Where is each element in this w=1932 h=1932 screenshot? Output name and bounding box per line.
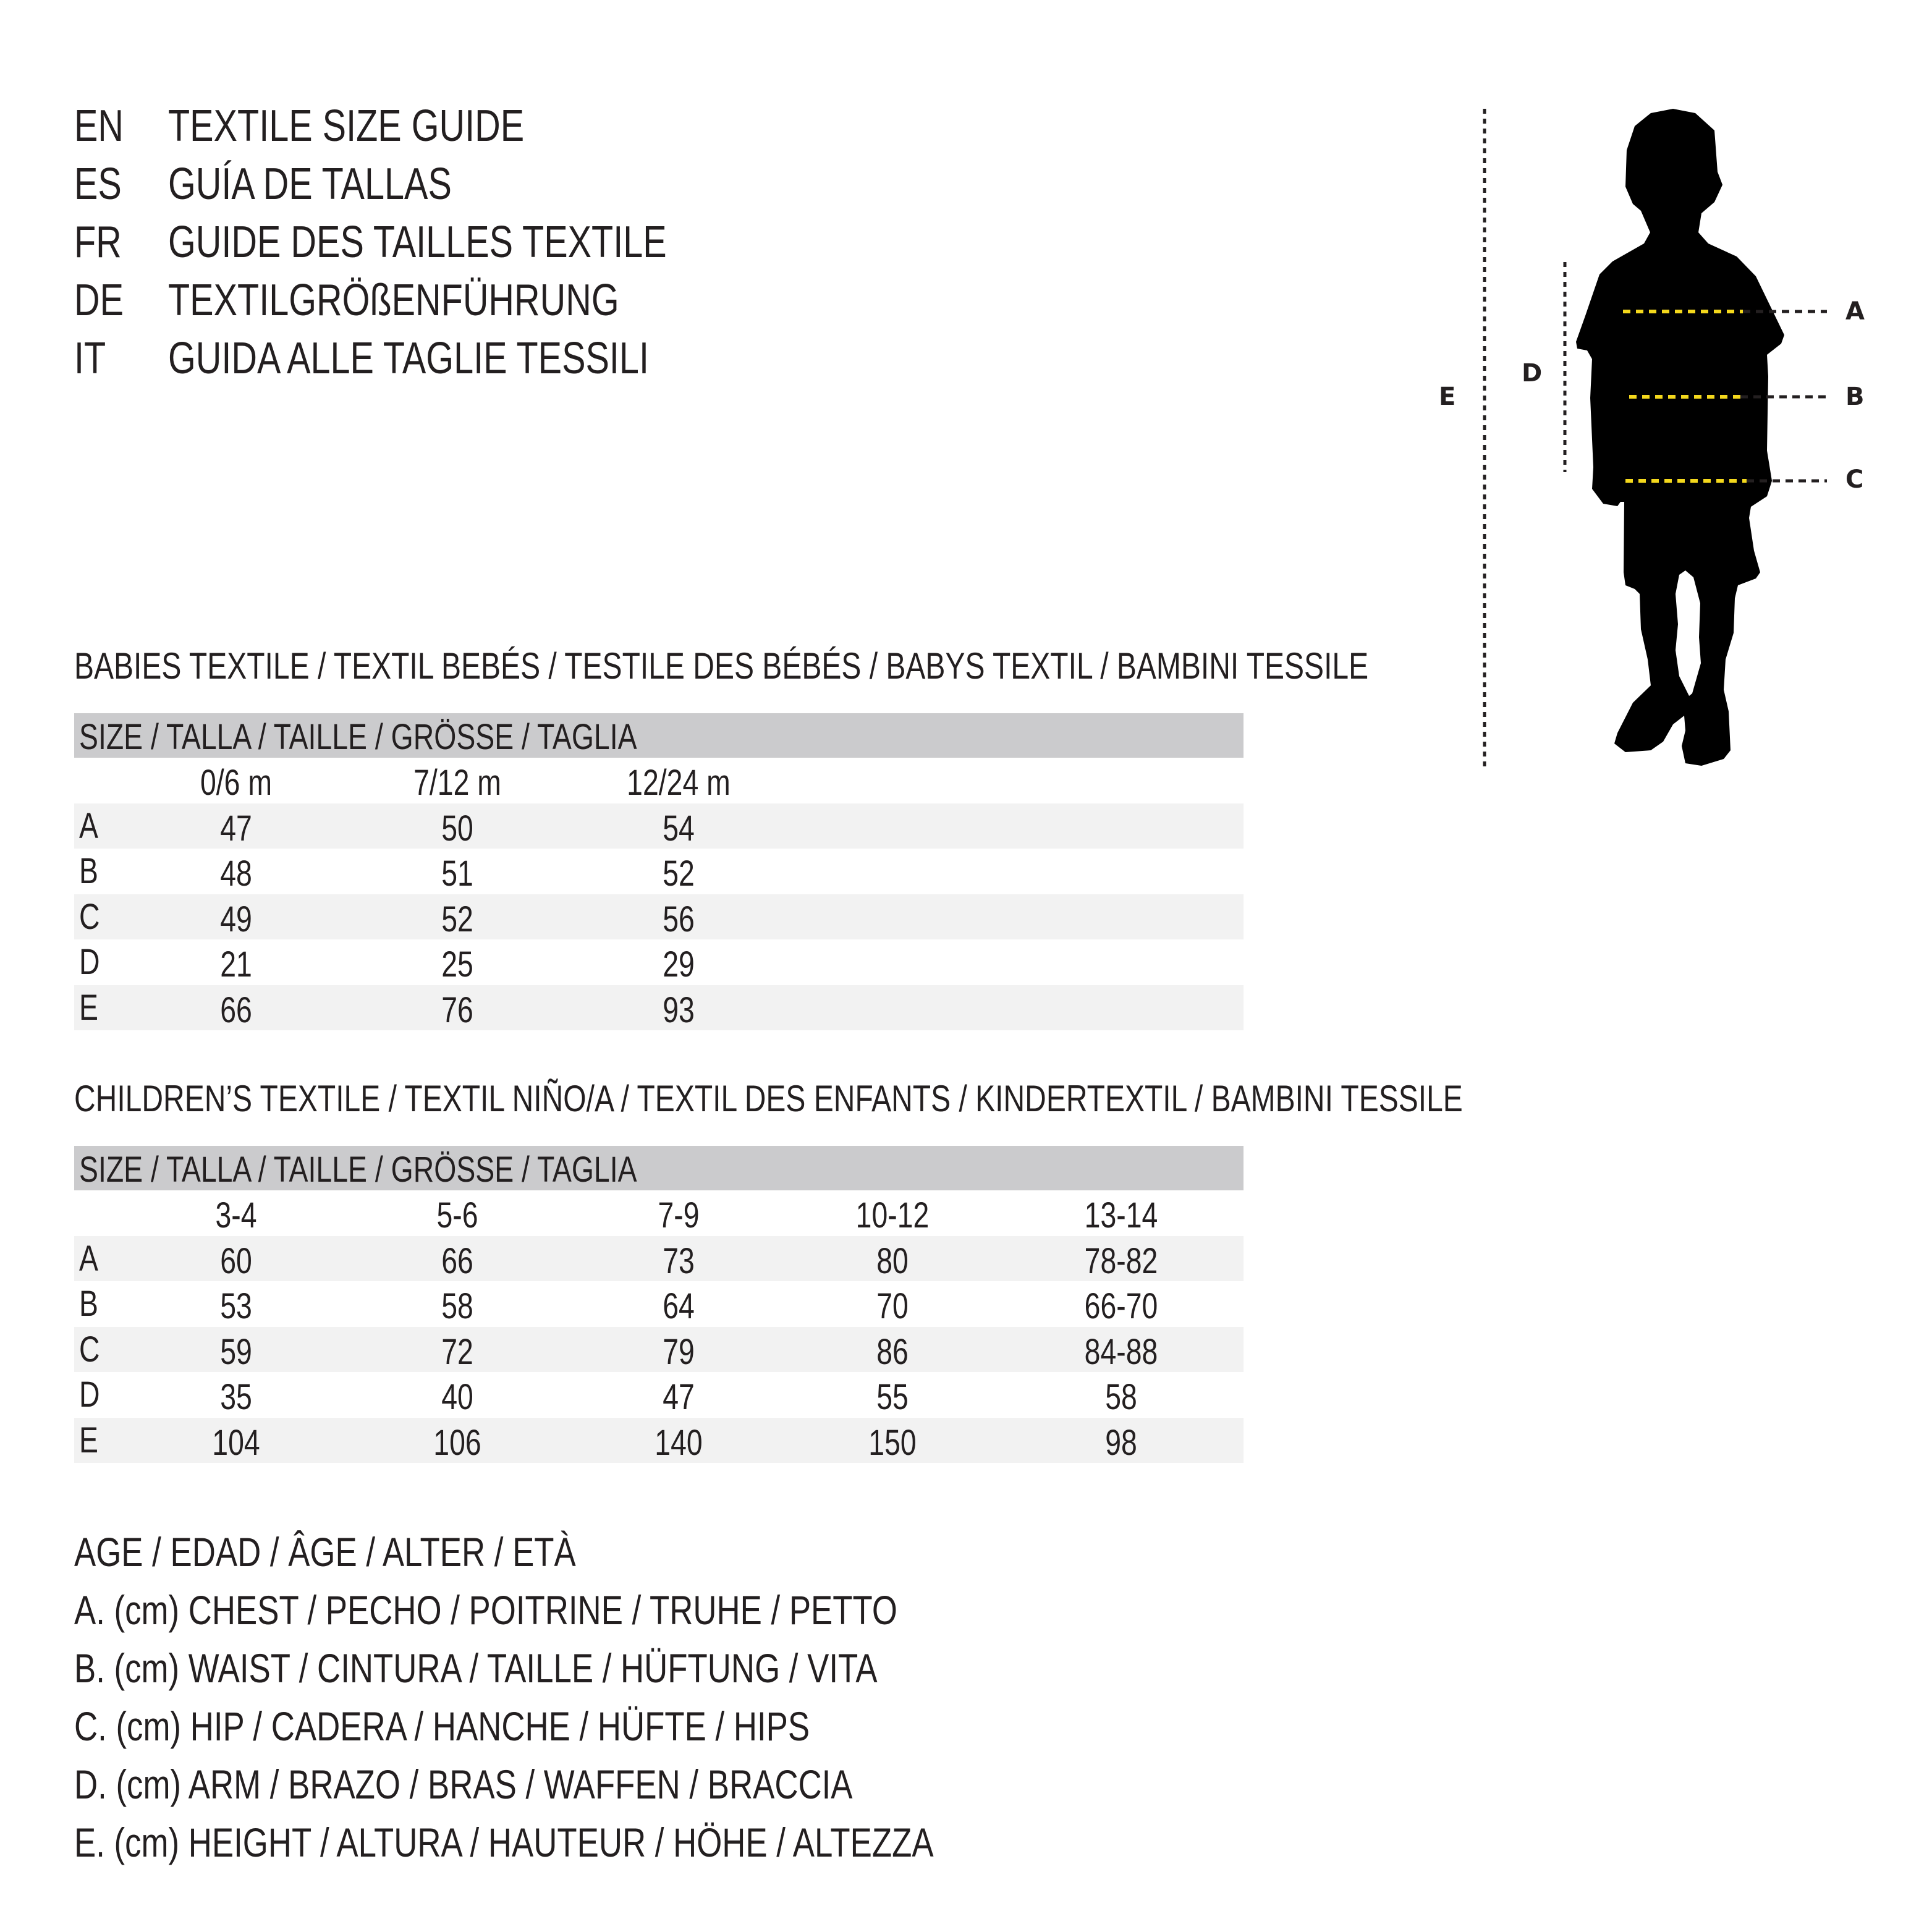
child-silhouette-figure xyxy=(1483,109,1827,766)
row-shading xyxy=(74,1236,1244,1282)
table-cell: 72 xyxy=(441,1331,473,1372)
column-header: 12/24 m xyxy=(627,763,731,803)
table-cell: 140 xyxy=(655,1422,703,1463)
table-cell: 21 xyxy=(220,944,252,985)
title-it: GUIDA ALLE TAGLIE TESSILI xyxy=(168,334,649,383)
table-cell: 66-70 xyxy=(1084,1286,1158,1327)
table-cell: 53 xyxy=(220,1286,252,1327)
row-shading xyxy=(74,803,1244,849)
column-header: 10-12 xyxy=(855,1195,930,1235)
table-cell: 70 xyxy=(876,1286,909,1327)
size-header-bar xyxy=(74,1146,1244,1190)
table-cell: 150 xyxy=(868,1422,917,1463)
lang-code-it: IT xyxy=(74,334,106,383)
row-label: C xyxy=(79,1329,100,1370)
row-label: D xyxy=(79,942,100,983)
table-cell: 80 xyxy=(876,1241,909,1281)
table-cell: 59 xyxy=(220,1331,252,1372)
table-cell: 66 xyxy=(441,1241,473,1281)
title-fr: GUIDE DES TAILLES TEXTILE xyxy=(168,218,667,267)
table-cell: 47 xyxy=(663,1377,695,1418)
legend-height: E. (cm) HEIGHT / ALTURA / HAUTEUR / HÖHE… xyxy=(74,1820,934,1865)
column-header: 3-4 xyxy=(215,1195,257,1235)
table-cell: 58 xyxy=(441,1286,473,1327)
label-b: B xyxy=(1845,383,1865,411)
table-cell: 98 xyxy=(1105,1422,1137,1463)
lang-code-en: EN xyxy=(74,101,124,151)
row-shading xyxy=(74,1326,1244,1373)
row-label: A xyxy=(79,1239,98,1279)
table-cell: 48 xyxy=(220,854,252,894)
lang-code-fr: FR xyxy=(74,218,122,267)
label-e: E xyxy=(1439,383,1456,411)
table-cell: 93 xyxy=(663,989,695,1030)
table-cell: 52 xyxy=(663,854,695,894)
label-c: C xyxy=(1845,465,1864,494)
column-header: 0/6 m xyxy=(200,763,273,803)
table-cell: 54 xyxy=(663,808,695,849)
table-cell: 56 xyxy=(663,899,695,939)
table-cell: 52 xyxy=(441,899,473,939)
table-cell: 104 xyxy=(212,1422,260,1463)
table-cell: 66 xyxy=(220,989,252,1030)
row-shading xyxy=(74,1417,1244,1463)
column-header: 7/12 m xyxy=(413,763,501,803)
legend-hip: C. (cm) HIP / CADERA / HANCHE / HÜFTE / … xyxy=(74,1703,810,1749)
legend-chest: A. (cm) CHEST / PECHO / POITRINE / TRUHE… xyxy=(74,1587,897,1633)
row-label: E xyxy=(79,1420,98,1460)
row-label: B xyxy=(79,851,98,892)
babies-section-title: BABIES TEXTILE / TEXTIL BEBÉS / TESTILE … xyxy=(74,645,1369,687)
child-silhouette xyxy=(1576,109,1784,766)
lang-code-es: ES xyxy=(74,159,122,209)
size-header-bar xyxy=(74,713,1244,758)
table-cell: 40 xyxy=(441,1377,473,1418)
table-cell: 47 xyxy=(220,808,252,849)
lang-code-de: DE xyxy=(74,276,124,325)
label-d: D xyxy=(1522,359,1543,388)
table-cell: 55 xyxy=(876,1377,909,1418)
size-header-label: SIZE / TALLA / TAILLE / GRÖSSE / TAGLIA xyxy=(79,1150,637,1190)
column-header: 13-14 xyxy=(1084,1195,1158,1235)
table-cell: 29 xyxy=(663,944,695,985)
table-cell: 79 xyxy=(663,1331,695,1372)
table-cell: 84-88 xyxy=(1084,1331,1158,1372)
title-en: TEXTILE SIZE GUIDE xyxy=(168,101,525,151)
row-label: D xyxy=(79,1375,100,1415)
row-shading xyxy=(74,985,1244,1030)
table-cell: 86 xyxy=(876,1331,909,1372)
legend-arm: D. (cm) ARM / BRAZO / BRAS / WAFFEN / BR… xyxy=(74,1761,853,1807)
column-header: 7-9 xyxy=(658,1195,700,1235)
label-a: A xyxy=(1845,297,1865,326)
table-cell: 106 xyxy=(433,1422,481,1463)
table-cell: 73 xyxy=(663,1241,695,1281)
table-cell: 60 xyxy=(220,1241,252,1281)
table-cell: 76 xyxy=(441,989,473,1030)
table-cell: 58 xyxy=(1105,1377,1137,1418)
table-cell: 49 xyxy=(220,899,252,939)
table-cell: 64 xyxy=(663,1286,695,1327)
column-header: 5-6 xyxy=(436,1195,478,1235)
row-label: A xyxy=(79,806,98,846)
children-section-title: CHILDREN’S TEXTILE / TEXTIL NIÑO/A / TEX… xyxy=(74,1078,1463,1119)
row-label: E xyxy=(79,987,98,1028)
row-label: B xyxy=(79,1284,98,1324)
table-cell: 78-82 xyxy=(1084,1241,1158,1281)
table-cell: 50 xyxy=(441,808,473,849)
size-header-label: SIZE / TALLA / TAILLE / GRÖSSE / TAGLIA xyxy=(79,717,637,757)
legend-age: AGE / EDAD / ÂGE / ALTER / ETÀ xyxy=(74,1529,576,1575)
title-de: TEXTILGRÖßENFÜHRUNG xyxy=(168,276,619,325)
row-label: C xyxy=(79,896,100,937)
row-shading xyxy=(74,894,1244,940)
legend-waist: B. (cm) WAIST / CINTURA / TAILLE / HÜFTU… xyxy=(74,1645,878,1691)
title-es: GUÍA DE TALLAS xyxy=(168,159,452,209)
table-cell: 25 xyxy=(441,944,473,985)
table-cell: 51 xyxy=(441,854,473,894)
table-cell: 35 xyxy=(220,1377,252,1418)
